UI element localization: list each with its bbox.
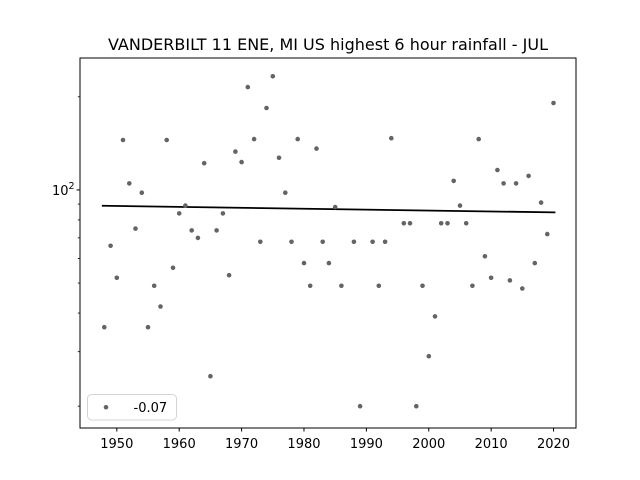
data-point [239, 159, 244, 165]
data-point [420, 283, 425, 289]
data-point [501, 181, 506, 186]
legend-box [87, 394, 177, 421]
data-point [332, 204, 338, 210]
data-point [445, 221, 450, 226]
data-point [488, 275, 494, 281]
data-point [551, 100, 556, 106]
legend-marker [103, 404, 109, 410]
data-point [158, 304, 163, 309]
data-point [320, 239, 326, 245]
data-point [189, 228, 194, 233]
data-point [195, 235, 201, 241]
data-point [301, 260, 307, 266]
data-point [258, 239, 263, 245]
data-point [127, 181, 132, 186]
data-point [270, 74, 276, 79]
data-point [245, 84, 251, 90]
data-point [220, 211, 226, 216]
data-point [295, 136, 301, 142]
data-point [201, 160, 207, 166]
axes-spines [79, 57, 577, 429]
legend: -0.07 [87, 394, 177, 421]
data-point [370, 239, 375, 245]
data-point [432, 314, 438, 319]
data-point [214, 228, 219, 233]
data-point [276, 155, 282, 161]
data-point [233, 149, 238, 154]
data-point [476, 136, 482, 142]
data-point [520, 286, 525, 291]
data-point [545, 231, 550, 237]
data-point [314, 146, 319, 151]
x-tick-label: 2000 [412, 437, 445, 452]
data-point [438, 221, 444, 226]
data-point [108, 243, 113, 249]
data-point [401, 221, 407, 226]
data-point [532, 260, 538, 266]
data-point [351, 239, 357, 245]
data-point [164, 137, 169, 143]
data-point [407, 221, 413, 226]
x-tick-label: 1970 [225, 437, 258, 452]
data-point [451, 178, 457, 184]
x-tick-label: 2020 [537, 437, 570, 452]
data-point [463, 221, 469, 226]
x-tick-label: 1950 [100, 437, 133, 452]
data-point [470, 283, 475, 289]
data-point [414, 403, 419, 409]
data-point [139, 190, 145, 195]
data-point [145, 324, 151, 330]
y-tick-label: 102 [52, 181, 75, 199]
data-point [426, 353, 432, 359]
data-point [382, 239, 388, 245]
data-point [114, 275, 120, 281]
x-tick-label: 1980 [287, 437, 320, 452]
data-point [176, 211, 182, 216]
data-point [339, 283, 344, 289]
legend-label: -0.07 [134, 401, 168, 416]
data-point [482, 253, 488, 259]
plot-area: 1950 1960 1970 1980 1990 2000 2010 2020 102 [52, 57, 577, 452]
data-point [183, 203, 188, 208]
data-point [264, 105, 269, 111]
data-point [538, 200, 544, 205]
x-tick-label: 1990 [350, 437, 383, 452]
data-point [326, 260, 332, 266]
data-point [513, 181, 519, 186]
data-point [283, 190, 288, 195]
data-point [389, 135, 394, 141]
data-point [457, 203, 463, 208]
data-point [102, 324, 107, 330]
data-point [208, 373, 213, 379]
trend-line [101, 204, 556, 214]
data-point [226, 272, 232, 278]
data-point [151, 283, 157, 289]
data-point [526, 173, 531, 179]
data-point [170, 265, 176, 271]
x-tick-label: 1960 [163, 437, 196, 452]
data-point [507, 278, 513, 283]
chart-title: VANDERBILT 11 ENE, MI US highest 6 hour … [108, 35, 548, 54]
data-point [133, 226, 138, 231]
data-point [495, 167, 500, 173]
x-tick-label: 2010 [475, 437, 508, 452]
data-point [307, 283, 313, 289]
data-point [357, 403, 363, 409]
data-point [251, 136, 257, 142]
data-point [289, 239, 294, 245]
data-point [376, 283, 382, 289]
data-point [120, 137, 126, 143]
